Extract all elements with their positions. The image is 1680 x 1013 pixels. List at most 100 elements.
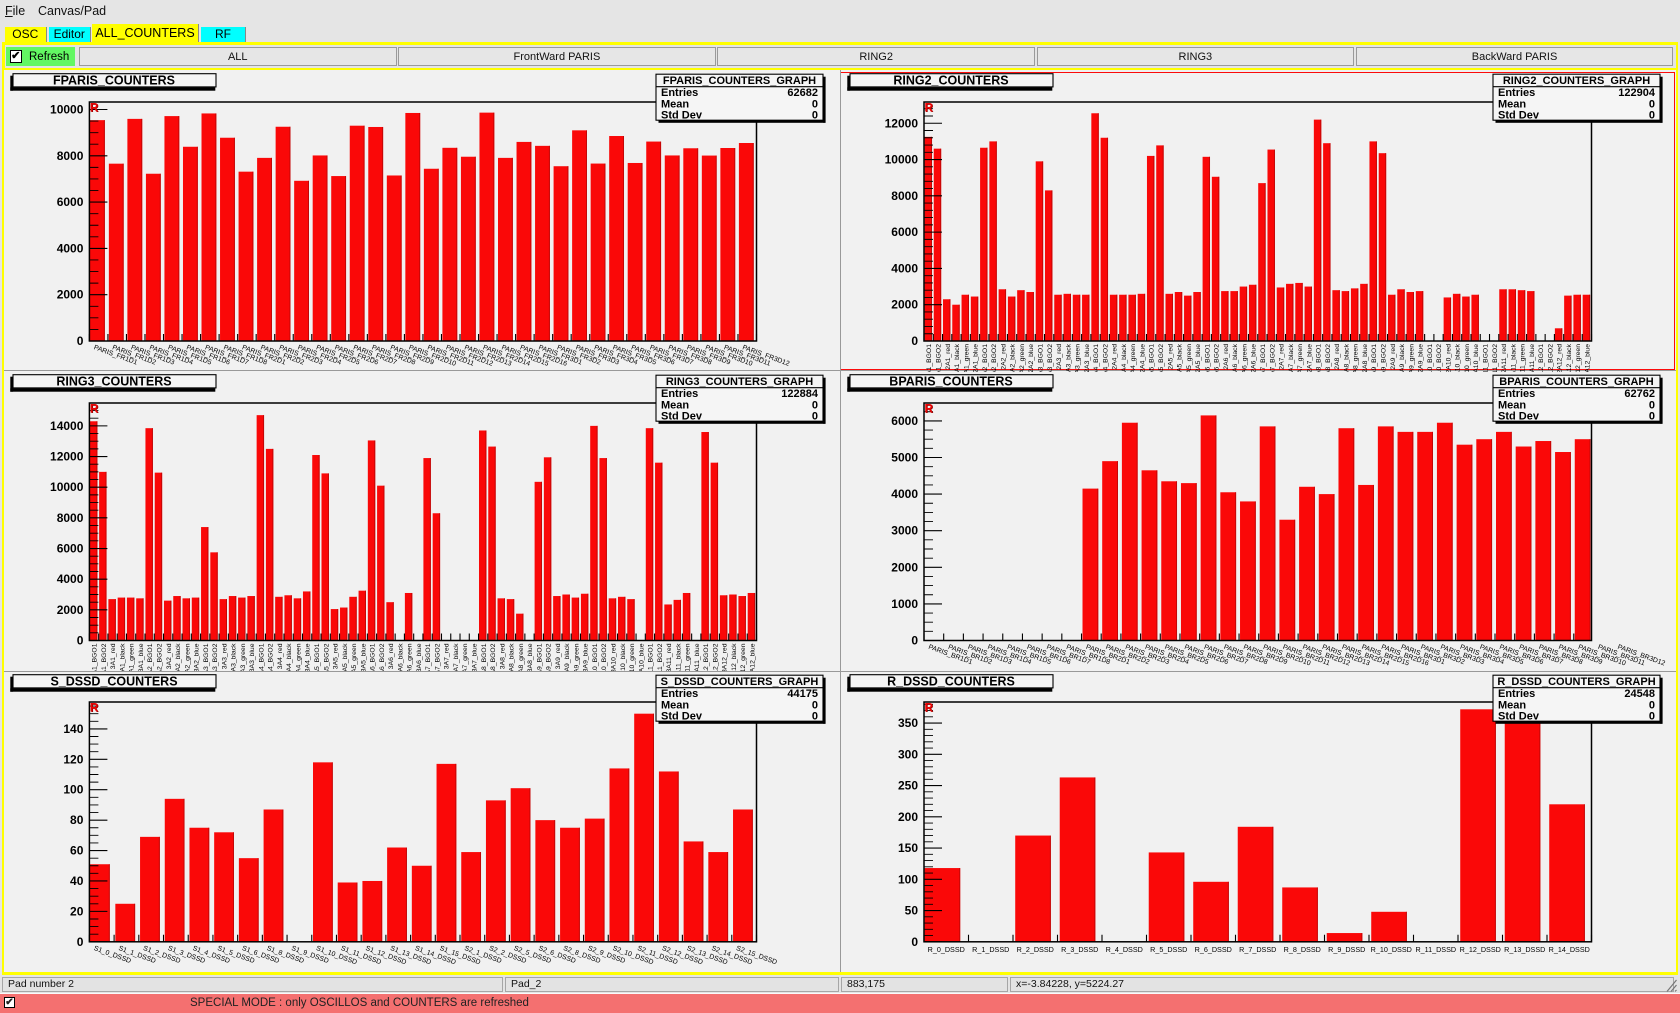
svg-text:2A7_BGO1: 2A7_BGO1 (1260, 344, 1267, 372)
svg-text:2A8_blue: 2A8_blue (1362, 344, 1369, 372)
svg-text:3A1_blue: 3A1_blue (138, 643, 145, 671)
svg-text:2A11_black: 2A11_black (1510, 343, 1517, 371)
svg-text:2A1_black: 2A1_black (954, 343, 961, 371)
svg-text:3A7_BGO2: 3A7_BGO2 (434, 643, 441, 671)
svg-text:3A7_red: 3A7_red (444, 643, 451, 669)
svg-text:3A11_green: 3A11_green (685, 643, 692, 671)
svg-text:Entries: Entries (661, 388, 698, 400)
svg-text:2A12_green: 2A12_green (1575, 344, 1582, 372)
svg-text:S_DSSD_COUNTERS_GRAPH: S_DSSD_COUNTERS_GRAPH (661, 676, 819, 688)
svg-text:R: R (925, 103, 934, 115)
svg-text:3A8_blue: 3A8_blue (527, 643, 534, 671)
svg-text:3A4_green: 3A4_green (295, 643, 302, 671)
svg-text:0: 0 (1649, 110, 1655, 122)
svg-text:R_0_DSSD: R_0_DSSD (928, 945, 965, 954)
svg-text:R_10_DSSD: R_10_DSSD (1371, 945, 1412, 954)
svg-text:0: 0 (812, 410, 818, 422)
svg-text:2A6_BGO1: 2A6_BGO1 (1204, 344, 1211, 372)
svg-text:3A12_red: 3A12_red (722, 643, 729, 671)
svg-text:4000: 4000 (57, 572, 84, 586)
svg-text:2A3_blue: 2A3_blue (1084, 344, 1091, 372)
svg-text:44175: 44175 (787, 688, 818, 700)
svg-text:R: R (925, 703, 934, 715)
svg-text:3A4_BGO1: 3A4_BGO1 (258, 643, 265, 671)
svg-text:3A3_red: 3A3_red (221, 643, 228, 669)
svg-text:3A2_red: 3A2_red (166, 643, 173, 669)
svg-text:2A3_BGO2: 2A3_BGO2 (1047, 344, 1054, 372)
svg-text:2A2_BGO2: 2A2_BGO2 (991, 344, 998, 372)
svg-text:2A2_red: 2A2_red (1000, 344, 1007, 370)
svg-text:20: 20 (70, 904, 84, 918)
svg-text:R_DSSD_COUNTERS_GRAPH: R_DSSD_COUNTERS_GRAPH (1497, 676, 1655, 688)
svg-text:Entries: Entries (1498, 87, 1535, 99)
svg-text:2A3_red: 2A3_red (1056, 344, 1063, 370)
svg-text:R_14_DSSD: R_14_DSSD (1549, 945, 1590, 954)
svg-text:0: 0 (812, 711, 818, 723)
svg-text:3A9_BGO2: 3A9_BGO2 (546, 643, 553, 671)
svg-text:2A8_BGO1: 2A8_BGO1 (1316, 344, 1323, 372)
svg-text:Std Dev: Std Dev (661, 110, 703, 122)
svg-text:R_7_DSSD: R_7_DSSD (1239, 945, 1276, 954)
svg-text:R_2_DSSD: R_2_DSSD (1017, 945, 1054, 954)
svg-text:3A5_BGO1: 3A5_BGO1 (314, 643, 321, 671)
svg-text:2A9_BGO2: 2A9_BGO2 (1381, 344, 1388, 372)
svg-text:6000: 6000 (891, 225, 918, 239)
svg-text:0: 0 (77, 633, 84, 647)
svg-text:3A8_BGO2: 3A8_BGO2 (490, 643, 497, 671)
svg-text:3A10_blue: 3A10_blue (638, 643, 645, 671)
svg-text:2A8_BGO2: 2A8_BGO2 (1325, 344, 1332, 372)
svg-text:Entries: Entries (661, 688, 698, 700)
svg-text:R_5_DSSD: R_5_DSSD (1150, 945, 1187, 954)
svg-text:24548: 24548 (1624, 688, 1655, 700)
svg-text:R_DSSD_COUNTERS: R_DSSD_COUNTERS (887, 674, 1015, 688)
svg-text:10000: 10000 (885, 153, 919, 167)
svg-text:2A11_blue: 2A11_blue (1529, 344, 1536, 372)
svg-text:Std Dev: Std Dev (1498, 711, 1540, 723)
svg-text:2A1_green: 2A1_green (963, 344, 970, 372)
svg-text:3A5_red: 3A5_red (333, 643, 340, 669)
svg-text:Mean: Mean (1498, 99, 1526, 111)
svg-text:0: 0 (1649, 711, 1655, 723)
svg-text:0: 0 (1649, 99, 1655, 111)
svg-text:100: 100 (898, 872, 918, 886)
svg-text:2000: 2000 (891, 298, 918, 312)
svg-text:40: 40 (70, 874, 84, 888)
svg-text:8000: 8000 (57, 149, 84, 163)
svg-text:3A5_blue: 3A5_blue (360, 643, 367, 671)
svg-text:3A11_blue: 3A11_blue (694, 643, 701, 671)
svg-text:350: 350 (898, 716, 918, 730)
svg-text:R_12_DSSD: R_12_DSSD (1460, 945, 1501, 954)
svg-text:R_13_DSSD: R_13_DSSD (1504, 945, 1545, 954)
svg-text:2000: 2000 (891, 560, 918, 574)
svg-text:0: 0 (812, 110, 818, 122)
svg-text:2A10_blue: 2A10_blue (1473, 344, 1480, 372)
svg-text:R: R (925, 703, 934, 715)
svg-text:62762: 62762 (1624, 388, 1655, 400)
svg-text:14000: 14000 (50, 418, 84, 432)
svg-text:3A1_black: 3A1_black (119, 642, 126, 670)
svg-text:3A8_black: 3A8_black (509, 642, 516, 670)
svg-text:1000: 1000 (891, 596, 918, 610)
svg-text:3A4_blue: 3A4_blue (305, 643, 312, 671)
svg-text:4000: 4000 (891, 261, 918, 275)
svg-text:2A1_BGO1: 2A1_BGO1 (926, 344, 933, 372)
svg-text:R_9_DSSD: R_9_DSSD (1328, 945, 1365, 954)
svg-text:2A3_BGO1: 2A3_BGO1 (1037, 344, 1044, 372)
svg-text:2A7_black: 2A7_black (1288, 343, 1295, 371)
svg-text:BPARIS_COUNTERS_GRAPH: BPARIS_COUNTERS_GRAPH (1499, 376, 1653, 388)
svg-text:Mean: Mean (1498, 399, 1526, 411)
svg-text:3A11_BGO2: 3A11_BGO2 (657, 643, 664, 671)
svg-text:3A9_BGO1: 3A9_BGO1 (536, 643, 543, 671)
svg-text:60: 60 (70, 844, 84, 858)
svg-text:3A11_BGO1: 3A11_BGO1 (648, 643, 655, 671)
svg-text:2A9_black: 2A9_black (1399, 343, 1406, 371)
svg-text:3A11_black: 3A11_black (675, 642, 682, 670)
svg-text:Entries: Entries (1498, 688, 1535, 700)
svg-text:0: 0 (77, 334, 84, 348)
svg-text:2A2_BGO1: 2A2_BGO1 (982, 344, 989, 372)
svg-text:2A11_BGO2: 2A11_BGO2 (1492, 344, 1499, 372)
svg-text:0: 0 (911, 935, 918, 949)
svg-text:2A12_BGO1: 2A12_BGO1 (1538, 344, 1545, 372)
svg-text:2A6_black: 2A6_black (1232, 343, 1239, 371)
svg-text:3A4_red: 3A4_red (277, 643, 284, 669)
